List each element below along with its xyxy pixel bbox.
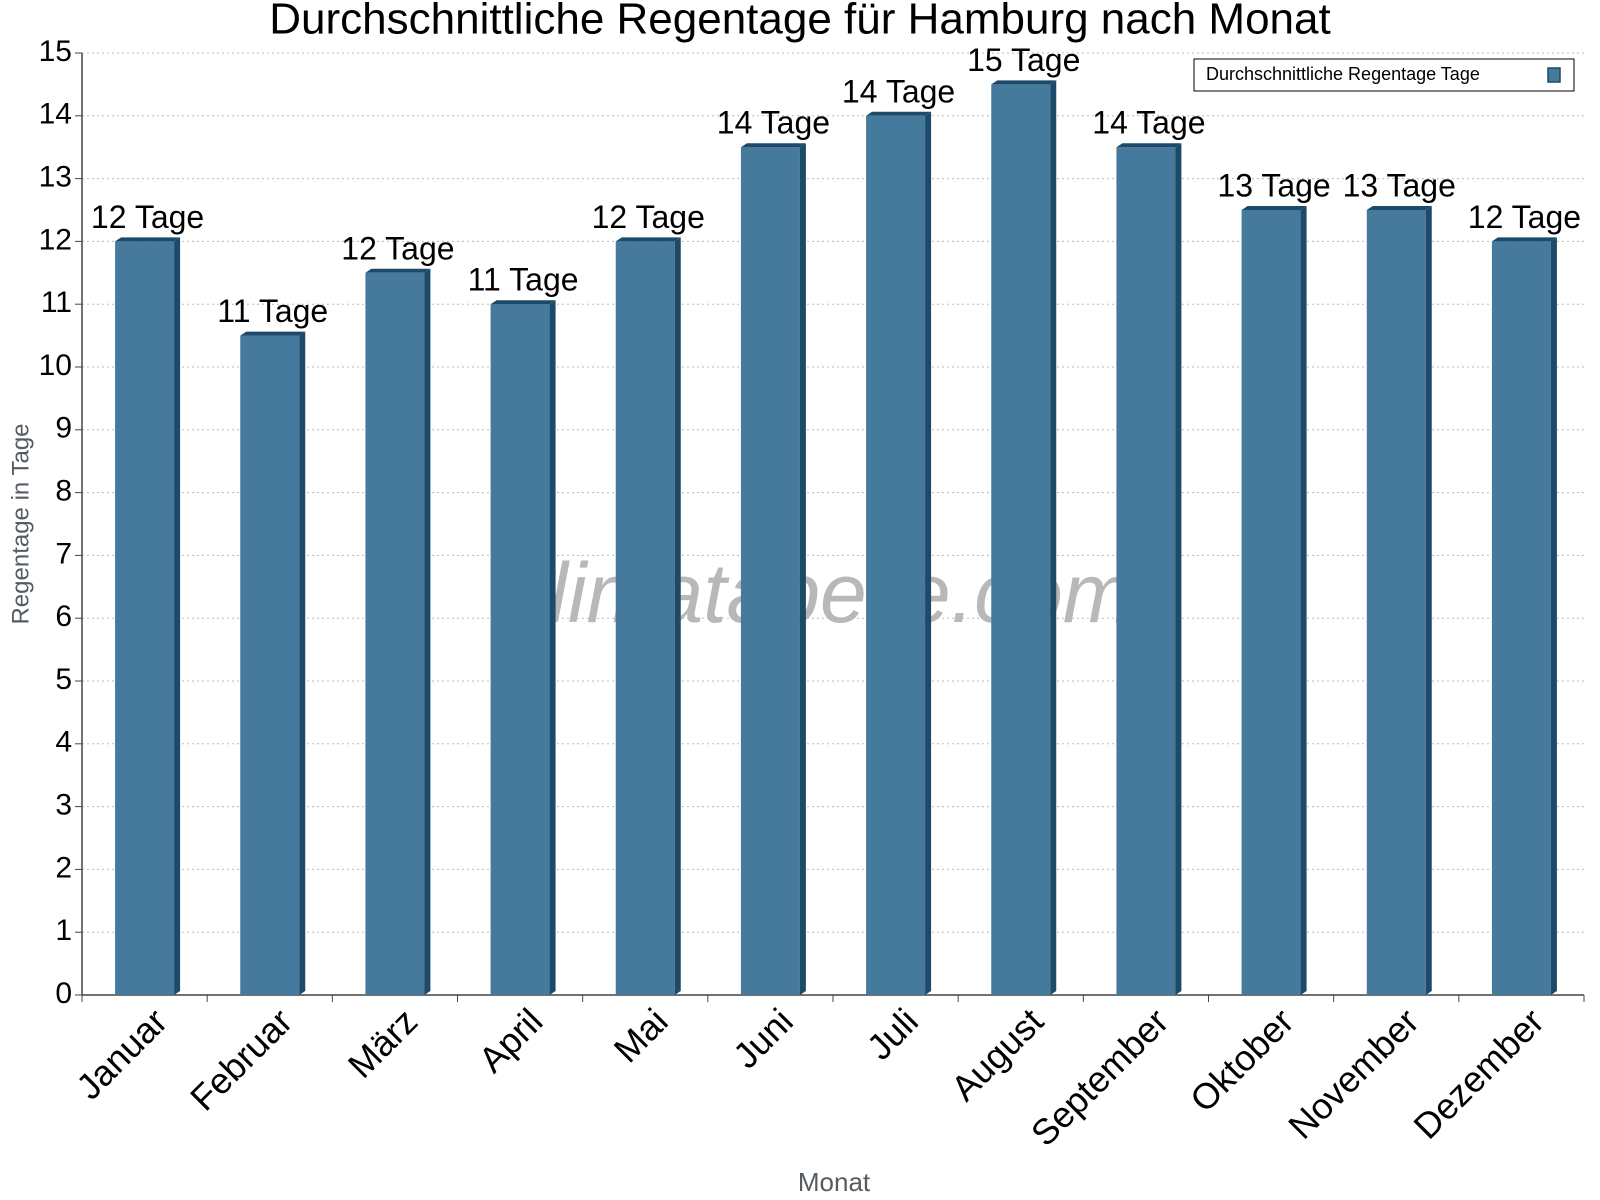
value-label: 14 Tage (1092, 105, 1205, 141)
x-tick-label: September (1023, 1000, 1177, 1154)
x-tick-label: Dezember (1405, 1000, 1551, 1146)
bar-side (925, 111, 932, 996)
y-tick-label: 13 (39, 161, 72, 194)
y-tick-label: 6 (55, 600, 72, 633)
y-tick-label: 9 (55, 412, 72, 445)
bar-side (1550, 237, 1557, 995)
y-tick-label: 7 (55, 537, 72, 570)
bar-side (1175, 143, 1182, 995)
bar-top (365, 268, 431, 273)
y-tick-label: 1 (55, 914, 72, 947)
bar-side (174, 237, 181, 995)
bar-top (615, 237, 681, 242)
bar-side (1050, 80, 1057, 995)
value-label: 12 Tage (91, 199, 204, 235)
x-tick-label: März (340, 1000, 426, 1086)
value-label: 11 Tage (468, 262, 579, 298)
value-label: 14 Tage (717, 105, 830, 141)
bar (991, 84, 1051, 995)
y-tick-label: 0 (55, 977, 72, 1010)
bar-side (1425, 206, 1432, 995)
bar-top (115, 237, 181, 242)
bar-top (1241, 206, 1307, 210)
chart-title: Durchschnittliche Regentage für Hamburg … (269, 0, 1330, 44)
bar-side (424, 268, 431, 995)
x-tick-label: April (471, 1000, 551, 1080)
bar-side (674, 237, 681, 995)
value-label: 11 Tage (217, 293, 328, 329)
bar-side (299, 331, 306, 996)
bar-top (490, 300, 556, 305)
bar (1241, 210, 1301, 995)
bar-top (991, 80, 1057, 85)
value-label: 13 Tage (1217, 167, 1330, 203)
bar (1116, 147, 1176, 995)
y-tick-label: 12 (39, 223, 72, 256)
y-tick-label: 3 (55, 789, 72, 822)
y-tick-label: 2 (55, 851, 72, 884)
bar (615, 241, 675, 995)
x-tick-label: Juni (725, 1000, 801, 1076)
legend-box (1193, 58, 1575, 92)
bar (240, 335, 300, 996)
bar-top (1116, 143, 1182, 148)
bar (365, 272, 425, 995)
y-tick-label: 10 (39, 349, 72, 382)
bar (115, 241, 175, 995)
y-tick-label: 15 (39, 35, 72, 68)
bar-top (240, 331, 306, 336)
bar (866, 115, 926, 996)
x-axis-label: Monat (798, 1167, 871, 1197)
bar-top (866, 111, 932, 116)
bar-side (1300, 206, 1307, 995)
y-tick-label: 14 (39, 98, 72, 131)
legend-label: Durchschnittliche Regentage Tage (1206, 64, 1480, 84)
x-tick-label: Mai (606, 1000, 676, 1070)
x-tick-label: Oktober (1182, 1000, 1302, 1120)
y-tick-label: 8 (55, 475, 72, 508)
bar-side (799, 143, 806, 995)
value-label: 14 Tage (842, 73, 955, 109)
value-label: 15 Tage (967, 42, 1080, 78)
bar (1491, 241, 1551, 995)
x-tick-label: Juli (859, 1000, 926, 1067)
y-tick-label: 4 (55, 726, 72, 759)
y-tick-label: 5 (55, 663, 72, 696)
bar-side (549, 300, 556, 995)
x-tick-label: Februar (182, 1000, 300, 1118)
value-label: 12 Tage (1468, 199, 1581, 235)
x-tick-label: November (1280, 1000, 1426, 1146)
bar-top (740, 143, 806, 148)
x-tick-label: August (943, 1000, 1051, 1108)
value-label: 12 Tage (592, 199, 705, 235)
bar (490, 304, 550, 995)
bar-top (1366, 206, 1432, 210)
value-label: 12 Tage (341, 230, 454, 266)
bar-top (1491, 237, 1557, 242)
value-label: 13 Tage (1343, 167, 1456, 203)
legend-swatch (1547, 67, 1561, 83)
y-tick-label: 11 (41, 286, 72, 319)
x-tick-label: Januar (68, 1000, 175, 1107)
bar (1366, 210, 1426, 995)
y-axis-label: Regentage in Tage (7, 423, 34, 624)
bar (740, 147, 800, 995)
